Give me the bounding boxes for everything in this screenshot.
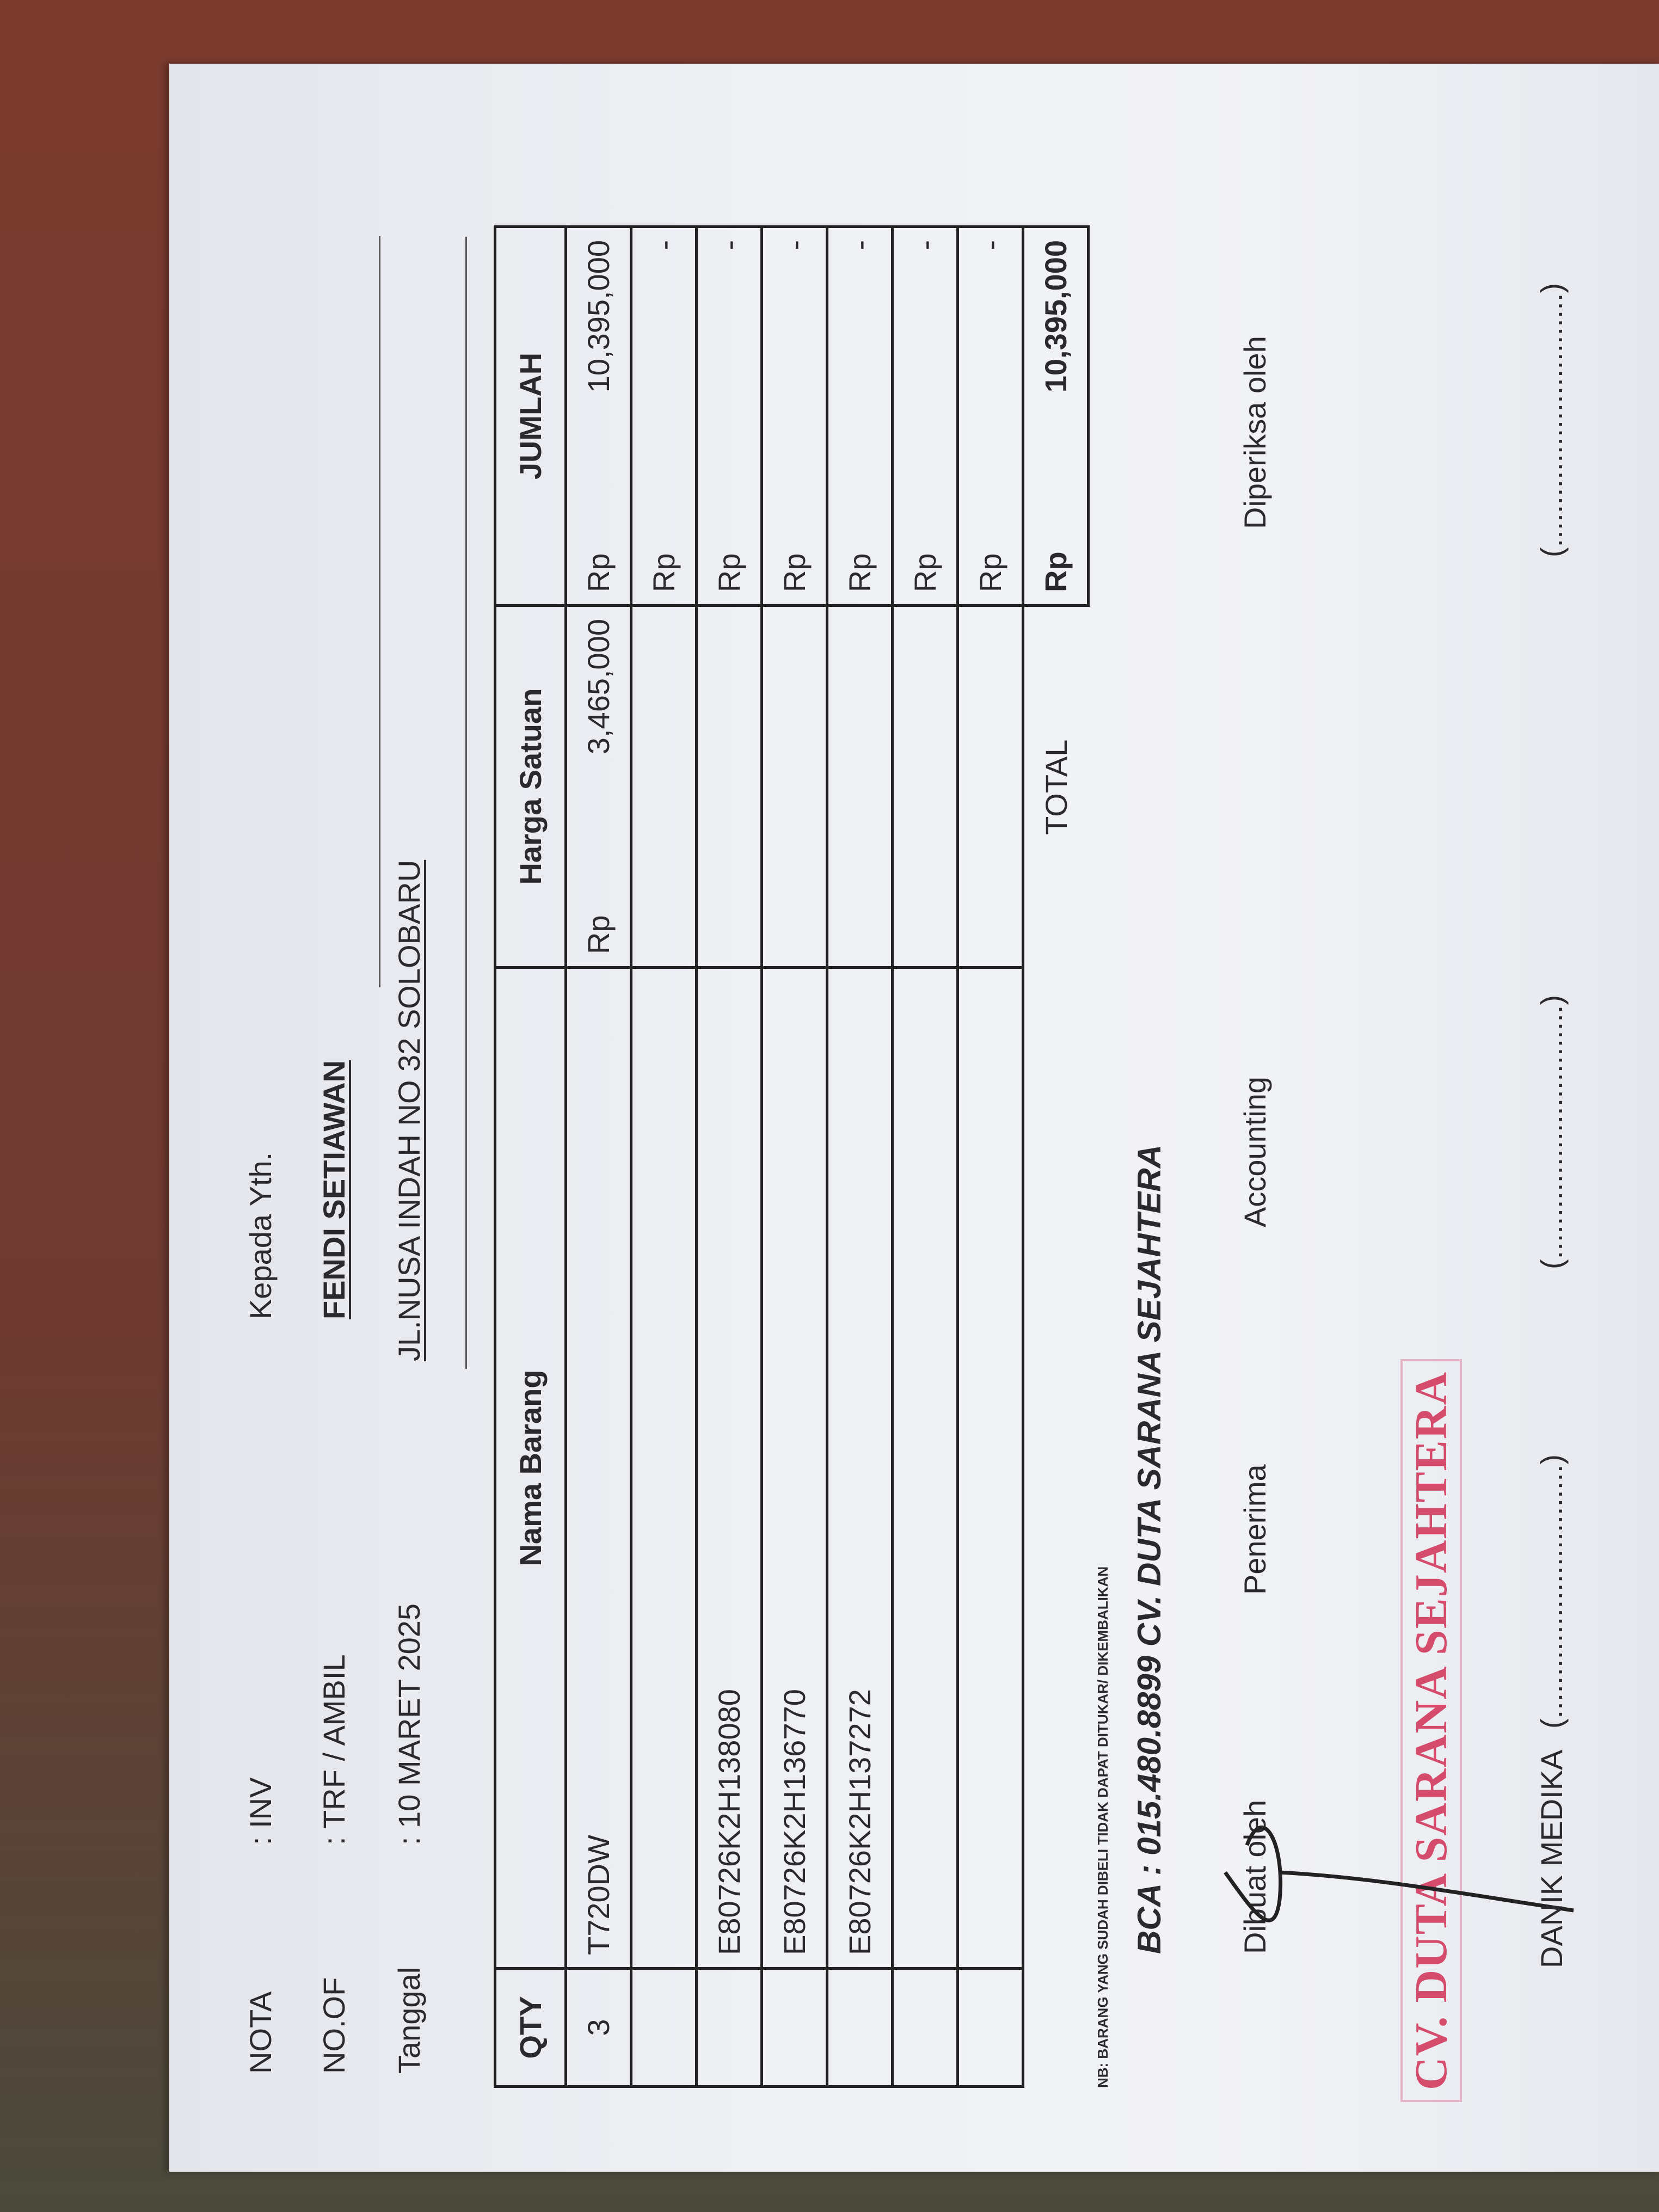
cell-sum: - [973,240,1007,250]
cell-sum-currency: Rp [843,553,877,592]
label-diperiksa-oleh: Diperiksa oleh [1238,336,1272,529]
cell-nama-barang: E80726K2H138080 [696,967,762,1969]
cell-sum-currency: Rp [777,553,812,592]
cell-qty [892,1968,958,2087]
total-label: TOTAL [1039,739,1074,835]
recipient-address: JL.NUSA INDAH NO 32 SOLOBARU [392,859,426,1361]
invoice-paper [169,64,1659,2172]
table-row: Rp - [631,226,697,2087]
table-row: 3 T720DW Rp 3,465,000 Rp 10,395,000 [566,226,631,2087]
bank-info: BCA : 015.480.8899 CV. DUTA SARANA SEJAH… [1131,1144,1168,1954]
cell-qty [696,1968,762,2087]
signature-placeholder-penerima: (..............................) [1534,1454,1569,1729]
tanggal-label: Tanggal [392,1967,426,2074]
header-harga-satuan: Harga Satuan [495,605,566,968]
signature-placeholder-diperiksa: (..............................) [1534,282,1569,557]
tanggal-value: : 10 MARET 2025 [392,1603,426,1845]
cell-sum-currency: Rp [908,553,942,592]
signature-placeholder-accounting: (..............................) [1534,994,1569,1269]
nb-note: NB: BARANG YANG SUDAH DIBELI TIDAK DAPAT… [1095,1566,1111,2088]
divider-line [379,236,380,987]
cell-nama-barang [892,967,958,1969]
cell-qty [827,1968,893,2087]
cell-sum-currency: Rp [712,553,746,592]
cell-sum-currency: Rp [647,553,681,592]
items-table: QTY Nama Barang Harga Satuan JUMLAH 3 T72… [494,225,1090,2088]
signer-name: DANIK MEDIKA [1534,1749,1569,1968]
cell-qty [761,1968,827,2087]
cell-sum: - [712,240,746,250]
table-row: E80726K2H137272 Rp - [827,226,893,2087]
cell-nama-barang: T720DW [566,967,631,1969]
recipient-name: FENDI SETIAWAN [317,1060,351,1319]
total-row: TOTAL Rp 10,395,000 [1023,226,1089,2087]
cell-nama-barang: E80726K2H137272 [827,967,893,1969]
nota-value: : INV [243,1777,278,1845]
handwritten-signature [1224,1825,1574,1922]
header-nama-barang: Nama Barang [495,967,566,1969]
invoice-document: NOTA : INV NO.OF : TRF / AMBIL Tanggal :… [169,65,1639,2172]
cell-nama-barang: E80726K2H136770 [761,967,827,1969]
cell-price-currency: Rp [581,915,616,954]
table-row: Rp - [892,226,958,2087]
table-row: Rp - [957,226,1023,2087]
header-qty: QTY [495,1968,566,2087]
table-row: E80726K2H136770 Rp - [761,226,827,2087]
cell-sum-currency: Rp [581,553,616,592]
cell-sum: - [843,240,877,250]
noof-label: NO.OF [317,1977,351,2074]
label-penerima: Penerima [1238,1464,1272,1595]
cell-qty [631,1968,697,2087]
total-value: 10,395,000 [1039,240,1073,393]
cell-sum: 10,395,000 [581,240,616,393]
noof-value: : TRF / AMBIL [317,1654,351,1845]
label-accounting: Accounting [1238,1076,1272,1227]
cell-nama-barang [631,967,697,1969]
cell-qty: 3 [566,1968,631,2087]
salutation: Kepada Yth. [243,1152,278,1319]
header-jumlah: JUMLAH [495,226,566,606]
nota-label: NOTA [243,1991,278,2074]
cell-sum-currency: Rp [973,553,1007,592]
divider-line [465,237,467,1369]
cell-sum: - [908,240,942,250]
cell-price: 3,465,000 [581,619,616,755]
table-row: E80726K2H138080 Rp - [696,226,762,2087]
cell-sum: - [647,240,681,250]
cell-nama-barang [957,967,1023,1969]
total-currency: Rp [1039,551,1073,592]
table-header-row: QTY Nama Barang Harga Satuan JUMLAH [495,226,566,2087]
cell-qty [957,1968,1023,2087]
cell-sum: - [777,240,812,250]
